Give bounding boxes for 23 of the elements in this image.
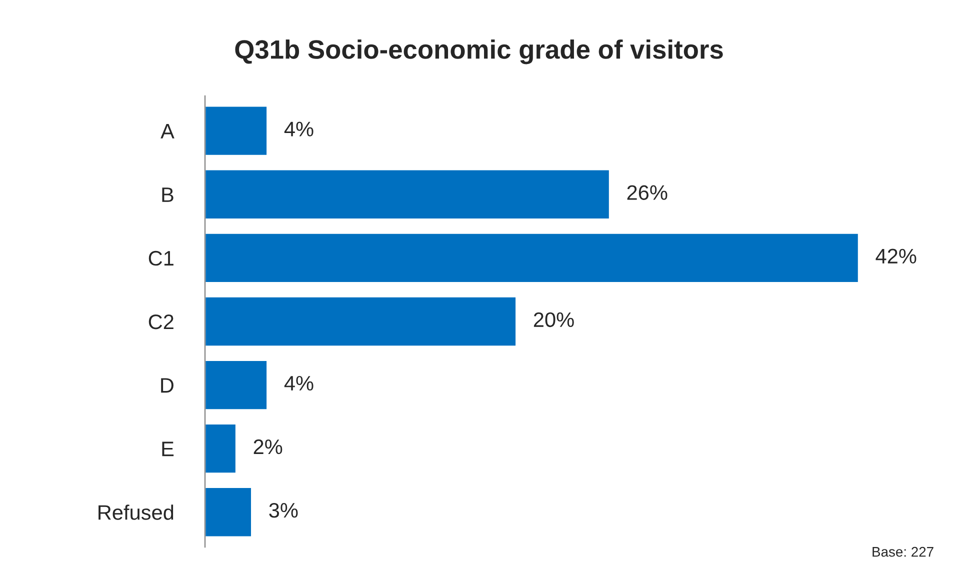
data-label: 3%: [269, 502, 298, 518]
data-label: 20%: [534, 312, 574, 328]
bar: [205, 168, 610, 220]
y-tick-label: E: [162, 442, 174, 456]
bar: [205, 423, 237, 474]
bar: [205, 360, 268, 411]
y-tick-label: D: [161, 378, 174, 393]
data-label: 4%: [284, 376, 314, 391]
bar: [205, 232, 860, 284]
y-tick-label: C2: [148, 314, 174, 330]
chart-title: Q31b Socio-economic grade of visitors: [235, 39, 723, 64]
data-label: 42%: [876, 248, 916, 264]
y-tick-label: A: [160, 124, 174, 138]
data-label: 4%: [284, 122, 314, 136]
y-tick-label: C1: [148, 250, 174, 266]
bar: [205, 296, 517, 347]
data-label: 26%: [627, 185, 668, 200]
bar: [205, 486, 252, 538]
y-tick-label: B: [162, 188, 174, 202]
text: Base: 227: [872, 546, 934, 557]
data-label: 2%: [254, 439, 282, 454]
y-tick-label: Refused: [98, 504, 174, 520]
bar: [205, 105, 268, 156]
